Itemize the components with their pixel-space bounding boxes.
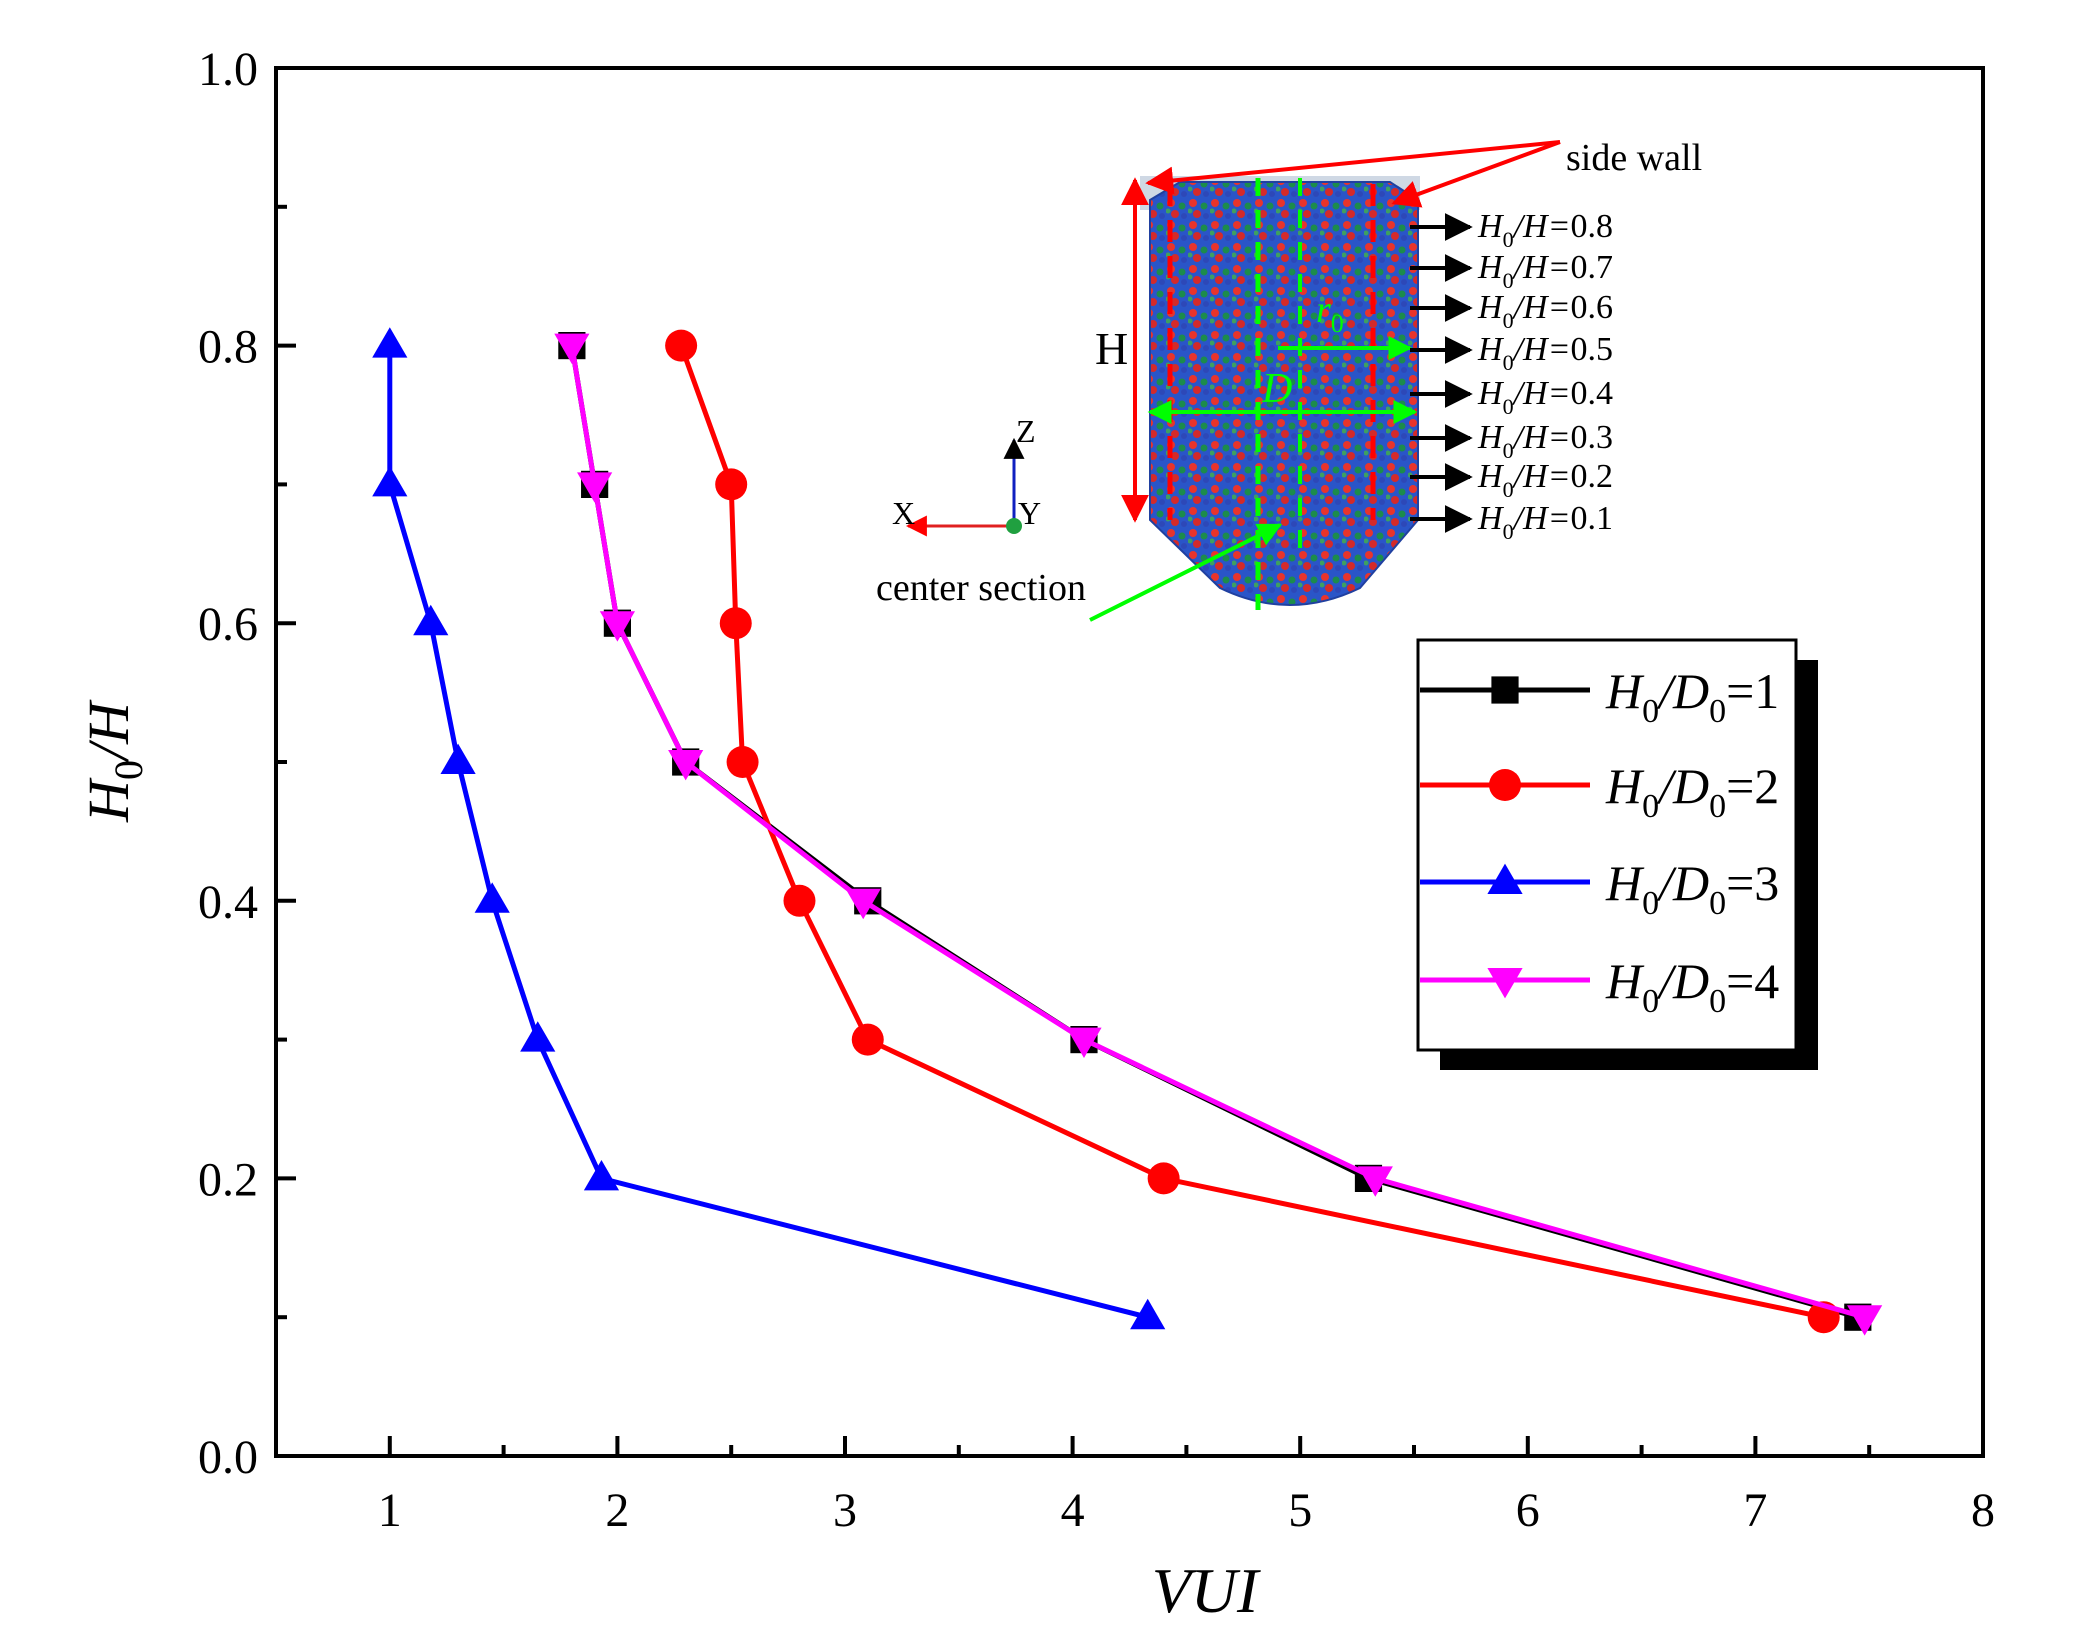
level-text: H0/H=0.3 <box>1477 419 1613 463</box>
side-wall-arrow-left <box>1145 140 1561 195</box>
legend-label: H0/D0=1 <box>1605 663 1779 730</box>
legend-label: H0/D0=3 <box>1605 855 1779 922</box>
y-axis-title-rest: /H <box>76 699 141 763</box>
data-point <box>719 607 752 640</box>
data-point <box>665 329 698 362</box>
legend: H0/D0=1 H0/D0=2 H0/D0=3 H0/D0=4 <box>1416 638 1818 1070</box>
level-text: H0/H=0.5 <box>1477 331 1613 375</box>
data-point <box>726 746 759 778</box>
legend-marker <box>1487 968 1523 999</box>
x-tick-label: 3 <box>833 1484 857 1537</box>
series-triangle-down <box>554 333 1883 1336</box>
legend-entry: H0/D0=1 <box>1420 663 1779 730</box>
level-text: H0/H=0.6 <box>1477 289 1613 333</box>
level-label: H0/H=0.7 <box>1410 249 1613 293</box>
level-text: H0/H=0.7 <box>1477 249 1613 293</box>
y-axis-title: H0/H <box>76 699 151 823</box>
series-line <box>569 345 1866 1320</box>
level-label: H0/H=0.8 <box>1410 208 1613 252</box>
level-label: H0/H=0.2 <box>1410 458 1613 502</box>
data-point <box>474 882 510 913</box>
data-point <box>783 884 816 917</box>
legend-entries: H0/D0=1 H0/D0=2 H0/D0=3 H0/D0=4 <box>1420 663 1779 1020</box>
legend-entry: H0/D0=3 <box>1420 855 1779 922</box>
x-tick-label: 1 <box>378 1484 402 1537</box>
triad-x-label: X <box>892 495 915 531</box>
level-text: H0/H=0.2 <box>1477 458 1613 502</box>
svg-text:H0/H: H0/H <box>76 699 151 823</box>
series-line <box>387 345 1149 1320</box>
y-tick-label: 1.0 <box>198 43 258 96</box>
diameter-label: D <box>1261 366 1292 412</box>
x-axis-title: VUI <box>1152 1555 1261 1626</box>
y-tick-label: 0.6 <box>198 598 258 651</box>
data-point <box>372 327 408 358</box>
legend-marker <box>1487 863 1523 894</box>
data-point <box>845 888 881 920</box>
data-point <box>583 1160 620 1191</box>
center-section-arrow <box>1089 523 1283 622</box>
data-point <box>1357 1166 1393 1197</box>
legend-marker <box>1489 769 1521 801</box>
level-label: H0/H=0.6 <box>1410 289 1613 333</box>
y-axis-title-sub: 0 <box>106 760 151 780</box>
center-section-label: center section <box>876 567 1086 609</box>
data-point <box>668 750 704 781</box>
radius-label: r0 <box>1316 289 1344 338</box>
x-tick-label: 4 <box>1061 1484 1085 1537</box>
series-layer <box>372 327 1883 1336</box>
series-triangle-up <box>372 327 1166 1330</box>
x-axis-ticks: 1 2 3 4 5 6 7 8 <box>378 1436 1995 1537</box>
y-tick-label: 0.0 <box>198 1431 258 1484</box>
data-point <box>1847 1305 1883 1336</box>
legend-entry: H0/D0=2 <box>1420 758 1779 825</box>
x-tick-label: 2 <box>605 1484 629 1537</box>
level-text: H0/H=0.8 <box>1477 208 1613 252</box>
side-wall-label: side wall <box>1566 137 1702 179</box>
legend-marker <box>1491 676 1519 704</box>
y-tick-label: 0.8 <box>198 321 258 374</box>
level-label: H0/H=0.3 <box>1410 419 1613 463</box>
legend-label: H0/D0=2 <box>1605 758 1779 825</box>
data-point <box>715 468 748 501</box>
silo-body <box>1149 181 1419 606</box>
height-label: H <box>1095 323 1128 374</box>
data-point <box>1147 1162 1180 1195</box>
y-axis-ticks: 0.0 0.2 0.4 0.6 0.8 1.0 <box>198 43 296 1484</box>
legend-box <box>1416 638 1798 1052</box>
triad-y-axis-dot <box>1006 518 1022 534</box>
data-point <box>413 604 449 636</box>
data-point <box>520 1021 556 1052</box>
level-text: H0/H=0.1 <box>1477 500 1613 544</box>
side-wall-arrow-right <box>1391 140 1561 208</box>
x-tick-label: 8 <box>1971 1484 1995 1537</box>
level-label: H0/H=0.1 <box>1410 500 1613 544</box>
level-labels: H0/H=0.8H0/H=0.7H0/H=0.6H0/H=0.5H0/H=0.4… <box>1410 208 1613 544</box>
legend-label: H0/D0=4 <box>1605 953 1779 1020</box>
y-tick-label: 0.4 <box>198 876 258 929</box>
data-point <box>372 466 408 497</box>
triad-y-label: Y <box>1018 495 1041 531</box>
data-point <box>1130 1298 1166 1330</box>
data-point <box>440 743 476 774</box>
level-text: H0/H=0.4 <box>1477 375 1613 419</box>
x-tick-label: 5 <box>1288 1484 1312 1537</box>
silo-inset: H D r0 side wall center section Z X Y H0… <box>876 137 1702 622</box>
data-point <box>599 611 635 642</box>
data-point <box>1066 1027 1102 1058</box>
legend-entry: H0/D0=4 <box>1420 953 1779 1020</box>
data-point <box>577 472 613 503</box>
triad-z-label: Z <box>1016 413 1036 449</box>
y-tick-label: 0.2 <box>198 1153 258 1206</box>
x-tick-label: 6 <box>1516 1484 1540 1537</box>
data-point <box>554 333 590 364</box>
level-label: H0/H=0.5 <box>1410 331 1613 375</box>
y-axis-title-main: H <box>76 777 141 823</box>
data-point <box>851 1023 884 1056</box>
x-tick-label: 7 <box>1743 1484 1767 1537</box>
level-label: H0/H=0.4 <box>1410 375 1613 419</box>
